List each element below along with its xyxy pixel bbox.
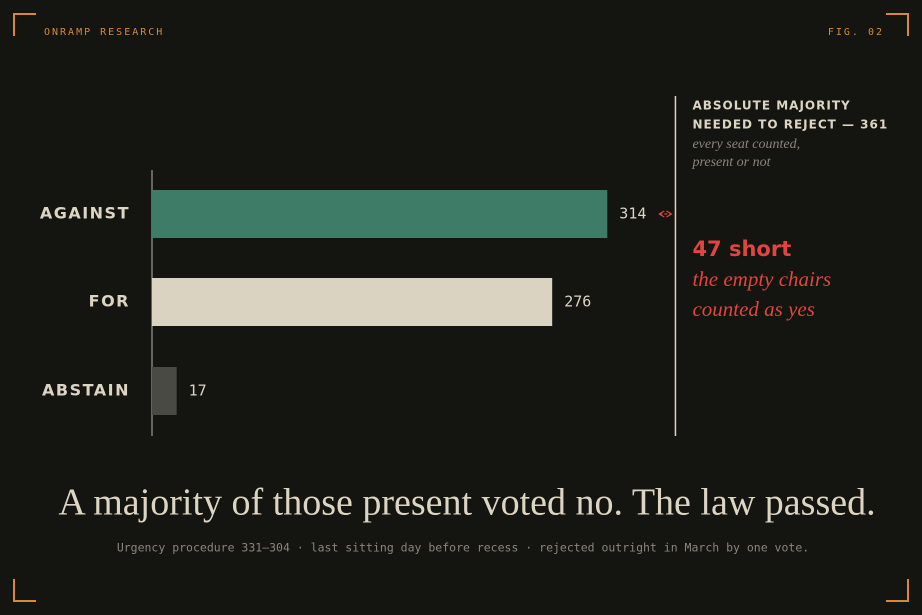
- reference-label: ABSOLUTE MAJORITY: [692, 99, 850, 113]
- subtitle: Urgency procedure 331–304 · last sitting…: [117, 541, 809, 555]
- value-label: 17: [189, 382, 207, 400]
- annotation-text: counted as yes: [692, 297, 814, 321]
- brand: ONRAMP RESEARCH: [44, 27, 164, 38]
- reference-note: every seat counted,: [692, 137, 800, 152]
- bar: [152, 278, 553, 326]
- chart-title: A majority of those present voted no. Th…: [58, 482, 875, 524]
- reference-label: NEEDED TO REJECT — 361: [692, 118, 888, 132]
- bar: [152, 367, 177, 415]
- annotation-text: the empty chairs: [692, 267, 831, 291]
- category-label: FOR: [89, 292, 130, 311]
- arrow-head: [666, 210, 673, 218]
- figure-number: FIG. 02: [828, 27, 884, 38]
- value-label: 314: [619, 205, 646, 223]
- category-label: AGAINST: [40, 204, 130, 223]
- bar: [152, 190, 608, 238]
- arrow-head: [658, 210, 665, 218]
- reference-note: present or not: [691, 155, 771, 170]
- value-label: 276: [564, 293, 591, 311]
- category-label: ABSTAIN: [42, 381, 130, 400]
- corner-brackets: [13, 13, 909, 602]
- annotation-title: 47 short: [692, 237, 791, 261]
